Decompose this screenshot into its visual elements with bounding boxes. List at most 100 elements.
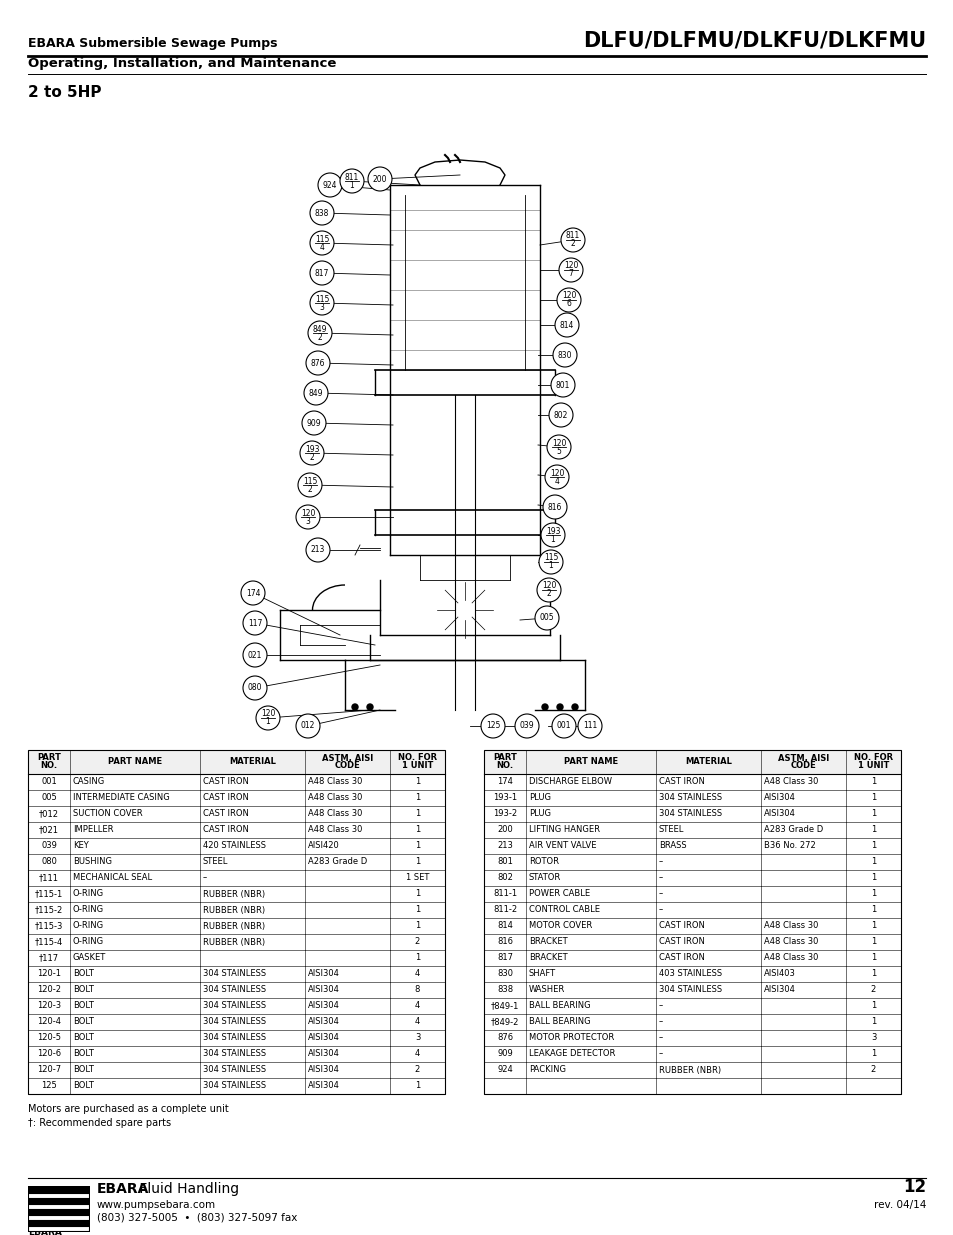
Text: 120: 120 xyxy=(563,262,578,270)
Text: †849-2: †849-2 xyxy=(490,1018,518,1026)
Text: –: – xyxy=(659,889,662,899)
Text: WASHER: WASHER xyxy=(529,986,565,994)
Text: DISCHARGE ELBOW: DISCHARGE ELBOW xyxy=(529,778,612,787)
Text: 814: 814 xyxy=(497,921,513,930)
Text: †021: †021 xyxy=(39,825,59,835)
Text: 304 STAINLESS: 304 STAINLESS xyxy=(203,1018,266,1026)
Text: 876: 876 xyxy=(311,358,325,368)
Text: 1: 1 xyxy=(415,841,419,851)
Text: 120-1: 120-1 xyxy=(37,969,61,978)
Text: NO.: NO. xyxy=(40,762,57,771)
Text: CONTROL CABLE: CONTROL CABLE xyxy=(529,905,599,914)
Text: 1: 1 xyxy=(548,562,553,571)
Circle shape xyxy=(542,495,566,519)
Text: GASKET: GASKET xyxy=(73,953,106,962)
Text: CAST IRON: CAST IRON xyxy=(203,825,249,835)
Circle shape xyxy=(310,291,334,315)
Text: †111: †111 xyxy=(39,873,59,883)
Text: 3: 3 xyxy=(870,1034,875,1042)
Text: SUCTION COVER: SUCTION COVER xyxy=(73,809,143,819)
Circle shape xyxy=(557,288,580,312)
Text: 7: 7 xyxy=(568,269,573,279)
Text: 115: 115 xyxy=(302,477,316,485)
Text: 1: 1 xyxy=(870,889,875,899)
Text: 4: 4 xyxy=(319,242,324,252)
Text: 304 STAINLESS: 304 STAINLESS xyxy=(203,986,266,994)
Text: 817: 817 xyxy=(497,953,513,962)
Text: 849: 849 xyxy=(313,325,327,333)
Text: RUBBER (NBR): RUBBER (NBR) xyxy=(203,921,265,930)
Text: 039: 039 xyxy=(41,841,57,851)
Text: BOLT: BOLT xyxy=(73,986,93,994)
Text: AISI304: AISI304 xyxy=(308,1082,339,1091)
Text: 4: 4 xyxy=(415,1050,419,1058)
Text: 1: 1 xyxy=(870,841,875,851)
Text: 1: 1 xyxy=(415,825,419,835)
Text: 802: 802 xyxy=(554,410,568,420)
Text: NO.: NO. xyxy=(496,762,513,771)
Circle shape xyxy=(546,435,571,459)
Text: 213: 213 xyxy=(311,546,325,555)
Text: 304 STAINLESS: 304 STAINLESS xyxy=(203,1034,266,1042)
Text: INTERMEDIATE CASING: INTERMEDIATE CASING xyxy=(73,794,170,803)
Text: 802: 802 xyxy=(497,873,513,883)
Text: 001: 001 xyxy=(557,721,571,730)
Text: 909: 909 xyxy=(306,419,321,427)
Circle shape xyxy=(352,704,357,710)
Text: KEY: KEY xyxy=(73,841,89,851)
Text: BUSHING: BUSHING xyxy=(73,857,112,867)
Text: AISI304: AISI304 xyxy=(308,1034,339,1042)
Circle shape xyxy=(299,441,324,466)
Circle shape xyxy=(308,321,332,345)
Circle shape xyxy=(548,403,573,427)
Text: BALL BEARING: BALL BEARING xyxy=(529,1002,590,1010)
Text: †115-4: †115-4 xyxy=(35,937,63,946)
Text: 1: 1 xyxy=(870,1050,875,1058)
Circle shape xyxy=(302,411,326,435)
Text: 2: 2 xyxy=(317,332,322,342)
Text: EBARA: EBARA xyxy=(28,1228,62,1235)
Circle shape xyxy=(552,714,576,739)
Text: 080: 080 xyxy=(248,683,262,693)
Text: 1: 1 xyxy=(870,1018,875,1026)
Circle shape xyxy=(306,538,330,562)
Text: –: – xyxy=(659,857,662,867)
Text: 080: 080 xyxy=(41,857,57,867)
Text: 4: 4 xyxy=(554,477,558,485)
Text: B36 No. 272: B36 No. 272 xyxy=(763,841,815,851)
Text: †115-1: †115-1 xyxy=(35,889,63,899)
Text: 193: 193 xyxy=(545,526,559,536)
Text: CASING: CASING xyxy=(73,778,105,787)
Circle shape xyxy=(241,580,265,605)
Text: rev. 04/14: rev. 04/14 xyxy=(873,1200,925,1210)
Text: –: – xyxy=(203,873,207,883)
Circle shape xyxy=(540,522,564,547)
Text: †012: †012 xyxy=(39,809,59,819)
Circle shape xyxy=(560,228,584,252)
Circle shape xyxy=(557,704,562,710)
Circle shape xyxy=(255,706,280,730)
Text: 304 STAINLESS: 304 STAINLESS xyxy=(203,969,266,978)
Circle shape xyxy=(551,373,575,396)
Text: ASTM, AISI: ASTM, AISI xyxy=(321,753,373,762)
Text: 1: 1 xyxy=(870,937,875,946)
Text: BOLT: BOLT xyxy=(73,1066,93,1074)
Text: AISI304: AISI304 xyxy=(308,1002,339,1010)
Text: 200: 200 xyxy=(497,825,513,835)
Text: 117: 117 xyxy=(248,619,262,627)
Text: 1: 1 xyxy=(415,778,419,787)
Circle shape xyxy=(243,676,267,700)
Text: 830: 830 xyxy=(497,969,513,978)
Text: 1: 1 xyxy=(415,857,419,867)
Text: 909: 909 xyxy=(497,1050,513,1058)
Text: Motors are purchased as a complete unit: Motors are purchased as a complete unit xyxy=(28,1104,229,1114)
Text: A48 Class 30: A48 Class 30 xyxy=(763,953,818,962)
Circle shape xyxy=(295,714,319,739)
Text: 1: 1 xyxy=(870,825,875,835)
Text: 811-1: 811-1 xyxy=(493,889,517,899)
Text: 1: 1 xyxy=(415,921,419,930)
Text: †: Recommended spare parts: †: Recommended spare parts xyxy=(28,1118,171,1128)
Text: A48 Class 30: A48 Class 30 xyxy=(763,937,818,946)
Text: MATERIAL: MATERIAL xyxy=(684,757,731,767)
Text: 876: 876 xyxy=(497,1034,513,1042)
